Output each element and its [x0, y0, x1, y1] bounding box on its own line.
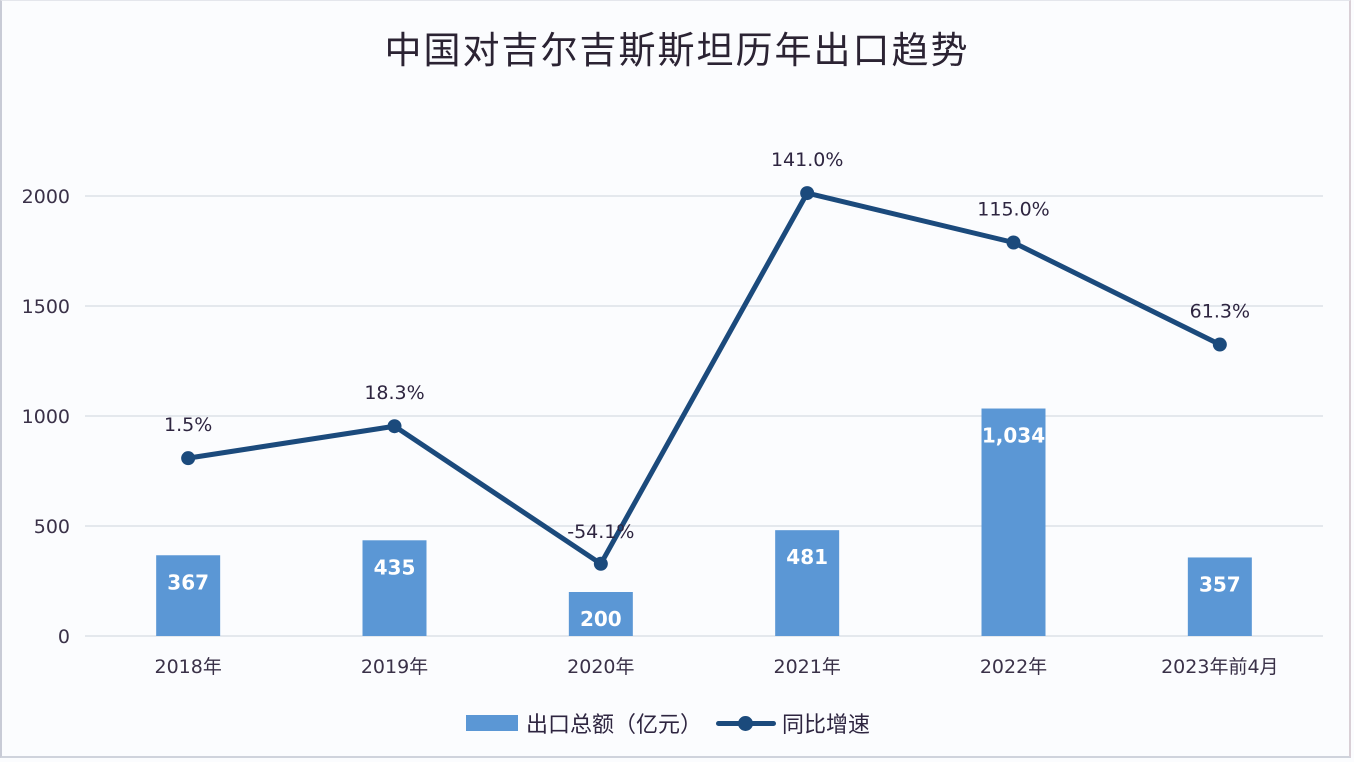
legend-bar-swatch-icon	[466, 715, 518, 731]
bar	[1187, 557, 1252, 636]
legend-label-export-total: 出口总额（亿元）	[526, 713, 703, 738]
bar	[362, 540, 427, 636]
y-tick-label: 2000	[22, 186, 70, 208]
chart-title: 中国对吉尔吉斯斯坦历年出口趋势	[384, 29, 970, 72]
x-tick-label: 2023年前4月	[1161, 656, 1278, 678]
y-tick-label: 0	[58, 626, 70, 648]
line-marker	[181, 451, 196, 466]
line-value-label: -54.1%	[567, 521, 634, 543]
chart-legend: 出口总额（亿元） 同比增速	[466, 708, 870, 738]
line-marker	[1006, 235, 1021, 250]
bar-value-label: 357	[1199, 572, 1241, 596]
legend-label-yoy-growth: 同比增速	[782, 713, 871, 738]
bar	[981, 408, 1046, 636]
x-tick-label: 2018年	[154, 656, 221, 678]
line-value-label: 141.0%	[771, 149, 843, 171]
bar	[156, 555, 221, 636]
line-marker	[593, 556, 608, 571]
y-tick-label: 500	[34, 516, 70, 538]
bar-value-label: 481	[786, 545, 828, 569]
line-value-label: 115.0%	[977, 199, 1049, 221]
y-tick-label: 1500	[22, 296, 70, 318]
bar-value-label: 435	[374, 555, 416, 579]
line-value-label: 18.3%	[364, 382, 424, 404]
bar-value-label: 200	[580, 607, 622, 631]
legend-line-marker-icon	[716, 713, 777, 733]
bar-value-label: 367	[167, 570, 209, 594]
growth-line	[187, 190, 1221, 567]
bar-value-label: 1,034	[982, 424, 1045, 448]
line-value-label: 61.3%	[1190, 301, 1250, 323]
x-tick-label: 2019年	[361, 656, 428, 678]
x-tick-label: 2021年	[773, 656, 840, 678]
y-tick-label: 1000	[22, 406, 70, 428]
bar	[775, 530, 840, 636]
x-tick-label: 2020年	[567, 656, 634, 678]
line-marker	[800, 186, 815, 201]
x-tick-label: 2022年	[980, 656, 1047, 678]
line-value-label: 1.5%	[164, 414, 212, 436]
bar	[568, 592, 633, 636]
line-marker	[387, 419, 402, 434]
line-marker	[1212, 337, 1227, 352]
